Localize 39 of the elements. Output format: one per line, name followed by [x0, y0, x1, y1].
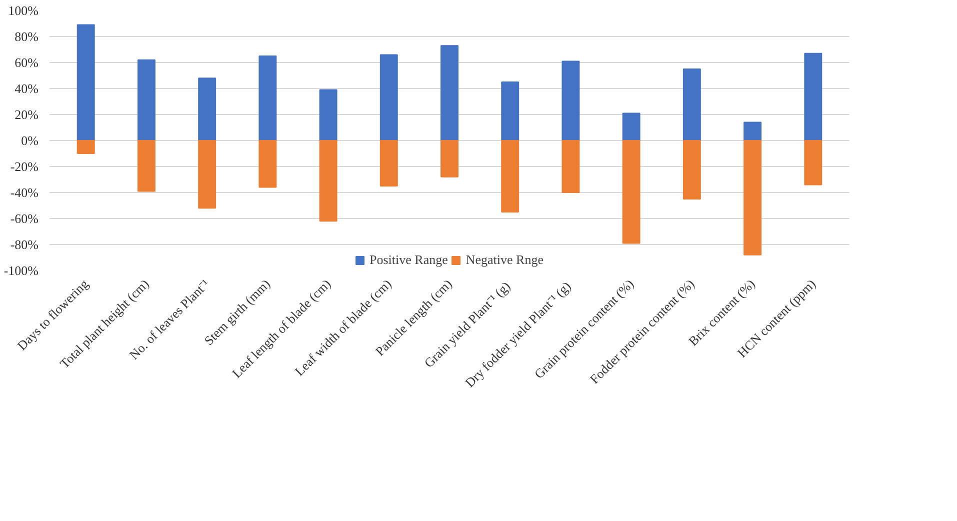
y-tick-label: 80% [14, 29, 39, 44]
y-tick-label: -60% [10, 211, 39, 226]
y-tick-label: 0% [21, 133, 39, 148]
bar [258, 140, 277, 188]
y-tick-label: -40% [10, 185, 39, 200]
bar [76, 24, 95, 141]
bar [804, 140, 822, 186]
bar [380, 54, 398, 141]
bar [501, 140, 520, 212]
bar [804, 52, 822, 141]
bar [380, 140, 398, 186]
bar [258, 56, 277, 141]
y-tick-label: 60% [14, 55, 39, 70]
bar [76, 140, 95, 154]
bar [744, 140, 762, 256]
bar [440, 45, 458, 141]
y-tick-label: 20% [14, 107, 39, 122]
bar [319, 140, 338, 222]
y-tick-label: -80% [10, 237, 39, 252]
legend-label: Positive Range [370, 252, 448, 268]
bar [622, 140, 640, 244]
bar [319, 89, 338, 141]
y-tick-label: 100% [8, 3, 39, 18]
bar [501, 82, 520, 141]
bar [137, 59, 156, 141]
bar [137, 140, 156, 192]
bar [198, 78, 216, 141]
bar [682, 68, 701, 141]
bar [198, 140, 216, 209]
bar [562, 60, 580, 141]
y-tick-label: -20% [10, 159, 39, 174]
bar [440, 140, 458, 178]
bar [682, 140, 701, 200]
bar [562, 140, 580, 193]
bar [622, 112, 640, 141]
y-tick-label: -100% [4, 263, 39, 278]
bar [744, 122, 762, 141]
y-tick-label: 40% [14, 81, 39, 96]
legend-label: Negative Rnge [466, 252, 544, 268]
